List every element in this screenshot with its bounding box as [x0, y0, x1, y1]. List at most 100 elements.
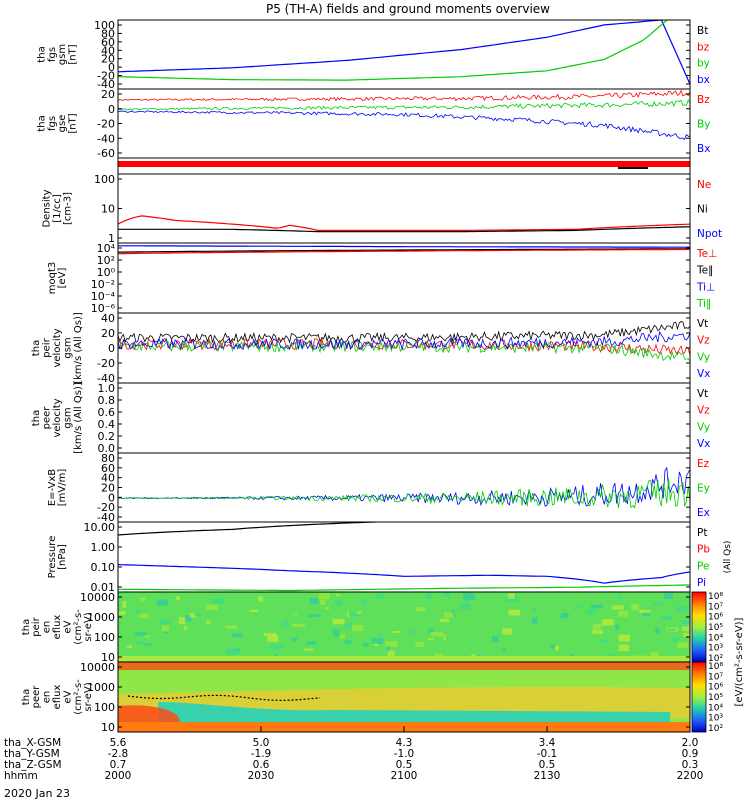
series-Ti — [118, 245, 690, 248]
legend-Ti‖: Ti‖ — [696, 298, 711, 310]
y-tick-label: 40 — [101, 44, 115, 57]
legend-Ez: Ez — [697, 458, 710, 470]
series-Vx — [118, 330, 690, 351]
heatmap-cell — [332, 618, 345, 625]
panel-frame — [117, 382, 691, 454]
legend-Te⊥: Te⊥ — [696, 248, 717, 260]
heatmap-bg — [118, 592, 690, 662]
panel-frame — [117, 88, 691, 159]
heatmap-cell — [206, 604, 219, 610]
y-tick-label: -20 — [97, 70, 115, 83]
heatmap-cell — [361, 599, 366, 607]
y-tick-label: -40 — [97, 372, 115, 385]
y-axis-label-line: gse — [57, 115, 68, 133]
heatmap-cell — [650, 651, 659, 658]
heatmap-cell — [393, 630, 401, 633]
legend-Ne: Ne — [697, 179, 711, 191]
series-by — [118, 20, 669, 81]
heatmap-trace — [127, 694, 321, 701]
series-Te — [118, 248, 690, 253]
y-tick-label: 100 — [94, 19, 115, 32]
heatmap-cell — [681, 620, 689, 627]
heatmap-cell — [601, 619, 607, 626]
legend-Vx: Vx — [697, 438, 710, 450]
panel-stack: 100806040200-20-40thafgsgsm[nT]Btbzbybx2… — [21, 19, 745, 734]
heatmap-cell — [139, 613, 149, 618]
heatmap-cell — [371, 637, 384, 644]
y-axis-label: thapeirenefluxeV(cm²-s-sr-eV) — [21, 609, 94, 645]
heatmap-cell — [122, 601, 127, 608]
flag-strip — [117, 157, 691, 175]
y-tick-label: 10⁻⁴ — [91, 290, 116, 303]
heatmap-cell — [508, 609, 521, 616]
colorbar-tick: 10⁶ — [708, 683, 723, 693]
heatmap-cell — [225, 625, 238, 629]
heatmap-cell — [681, 624, 690, 632]
series-Ey — [118, 477, 690, 509]
y-axis-label-line: en — [42, 691, 53, 704]
y-tick-label: 0.2 — [98, 430, 116, 443]
heatmap-cell — [339, 634, 346, 639]
heatmap-cell — [615, 624, 619, 631]
legend-Npot: Npot — [697, 228, 722, 240]
legend-bz: bz — [697, 41, 710, 53]
y-axis-label: thafgsgsm[nT] — [36, 44, 78, 65]
y-axis-label-line: tha — [31, 410, 42, 426]
y-tick-label: 1.00 — [91, 541, 116, 554]
legend-Bt: Bt — [697, 25, 708, 37]
colorbar-tick: 10⁵ — [708, 693, 723, 703]
heatmap-cell — [178, 617, 186, 625]
heatmap-cell — [428, 628, 434, 633]
heatmap-cell — [176, 596, 180, 600]
heatmap-cell — [501, 648, 506, 652]
heatmap-cell — [570, 653, 575, 657]
y-tick-label: -20 — [97, 501, 115, 514]
heatmap-cell — [675, 606, 688, 612]
x-tick-label: 0.6 — [253, 759, 270, 771]
y-axis-label-line: tha — [21, 619, 32, 635]
y-tick-label: 20 — [101, 327, 115, 340]
heatmap-cell — [415, 607, 426, 612]
legend-Bz: Bz — [697, 94, 710, 106]
heatmap-cell — [143, 635, 150, 638]
legend-Pi: Pi — [697, 577, 706, 589]
heatmap-cell — [683, 632, 690, 637]
legend-Te‖: Te‖ — [696, 265, 713, 277]
series-Pi — [118, 564, 690, 584]
y-axis-label-line: [mV/m] — [57, 469, 68, 507]
x-tick-label: 2030 — [248, 770, 275, 782]
heatmap-cell — [593, 623, 601, 630]
heatmap-cell — [531, 617, 538, 624]
heatmap-cell — [135, 641, 144, 645]
heatmap-cell — [507, 593, 515, 599]
panel-peir: 40 20 0 -20 -40 thapeirvelocitygsm[km/s (All … — [31, 312, 710, 385]
heatmap-cell — [258, 596, 264, 602]
y-tick-label: 0 — [108, 61, 115, 74]
y-tick-label: 100 — [94, 701, 115, 714]
series-Ni — [118, 226, 690, 233]
y-tick-label: 10⁻⁶ — [91, 302, 116, 315]
heatmap-cell — [306, 641, 317, 645]
series-Ne — [118, 215, 690, 231]
y-tick-label: 0.4 — [98, 418, 116, 431]
colorbar-tick: 10⁴ — [708, 703, 723, 713]
series-Vt — [118, 321, 690, 344]
legend-Ey: Ey — [697, 483, 710, 495]
y-axis-label: thapeervelocitygsm[km/s (All Qs)] — [31, 382, 84, 454]
x-row-label: tha_Y-GSM — [4, 748, 60, 760]
legend-bx: bx — [697, 74, 710, 86]
y-axis-label-line: peer — [42, 406, 53, 430]
series-By — [118, 99, 690, 111]
x-tick-label: 2.0 — [682, 737, 699, 749]
heatmap-cell — [443, 612, 454, 618]
heatmap-cell — [464, 598, 470, 603]
panel-peir_eflux: 10000 1000 100 10 thapeirenefluxeV(cm²-s-sr-… — [21, 591, 691, 664]
y-axis-label: thafgsgse[nT] — [36, 113, 78, 133]
y-tick-label: 100 — [94, 631, 115, 644]
legend-By: By — [697, 119, 710, 131]
heatmap-cell — [439, 618, 449, 623]
panel-frame — [117, 312, 691, 384]
flag-bar — [118, 161, 690, 167]
panel-peer: 1.00.80.60.40.20.0 thapeervelocitygsm[km/… — [31, 382, 710, 455]
